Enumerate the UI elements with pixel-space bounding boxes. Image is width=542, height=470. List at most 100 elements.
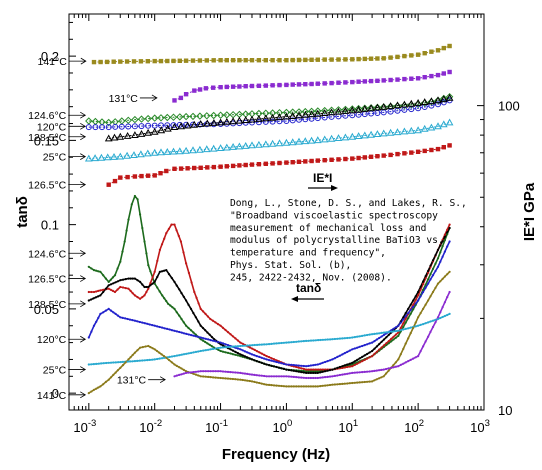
citation-line: modulus of polycrystalline BaTiO3 vs.	[230, 235, 444, 246]
modulus-point-128-5c	[288, 112, 297, 119]
modulus-point-131c	[381, 78, 386, 83]
modulus-point-141c	[429, 49, 434, 54]
tand-point-128-5c	[407, 307, 410, 310]
modulus-point-25c	[434, 122, 442, 130]
tand-point-25c	[314, 339, 317, 342]
modulus-point-141c	[124, 59, 130, 64]
tand-point-25c	[424, 322, 427, 325]
modulus-label-141c: 141°C	[38, 56, 68, 68]
tand-point-141c	[295, 385, 298, 388]
tand-point-131c	[173, 375, 176, 378]
tand-point-141c	[434, 286, 437, 289]
modulus-point-128-5c	[313, 109, 322, 117]
modulus-point-128-5c	[222, 117, 231, 125]
tand-point-25c	[109, 361, 113, 364]
modulus-point-25c	[189, 146, 197, 154]
tand-point-126-5c	[256, 350, 259, 353]
modulus-point-131c	[343, 80, 348, 85]
tand-point-141c	[160, 353, 163, 356]
tand-point-141c	[448, 270, 451, 273]
tand-point-120c	[312, 364, 315, 367]
tand-point-141c	[422, 307, 425, 310]
tand-point-124-6c	[402, 325, 405, 329]
tand-point-120c	[272, 360, 276, 363]
tand-point-131c	[265, 375, 268, 378]
tand-point-141c	[114, 371, 117, 374]
tand-point-128-5c	[275, 365, 278, 369]
tand-point-126-5c	[260, 352, 263, 355]
tand-point-131c	[185, 371, 188, 374]
tand-point-128-5c	[156, 275, 159, 278]
tand-point-128-5c	[253, 359, 256, 362]
tand-point-128-5c	[116, 280, 119, 283]
tand-point-128-5c	[153, 280, 156, 283]
tand-point-128-5c	[356, 358, 359, 361]
tand-point-120c	[170, 329, 174, 332]
modulus-label-128-5c-arrowhead	[80, 133, 87, 141]
modulus-line-124-6c	[88, 96, 450, 124]
tand-point-25c	[163, 356, 166, 359]
tand-point-131c	[268, 375, 271, 378]
tand-point-120c	[341, 353, 344, 356]
tand-point-124-6c	[141, 226, 144, 230]
tand-point-120c	[243, 350, 247, 353]
modulus-point-141c	[290, 57, 295, 63]
tand-point-131c	[351, 371, 354, 374]
tand-point-120c	[221, 342, 225, 345]
tand-point-126-5c	[136, 296, 139, 299]
modulus-point-128-5c	[420, 98, 429, 105]
tand-point-126-5c	[187, 271, 190, 274]
tand-point-25c	[326, 338, 329, 341]
tand-point-126-5c	[111, 289, 114, 292]
modulus-point-124-6c	[137, 115, 146, 123]
modulus-point-124-6c	[295, 108, 303, 116]
modulus-point-141c	[343, 57, 348, 62]
modulus-point-25c	[348, 132, 357, 140]
tand-point-124-6c	[305, 370, 308, 373]
y-tick-label: 0.1	[41, 218, 59, 233]
modulus-point-141c	[336, 57, 341, 62]
tand-point-131c	[219, 370, 222, 373]
modulus-point-141c	[158, 58, 164, 64]
modulus-point-124-6c	[307, 107, 316, 116]
modulus-point-126-5c	[145, 173, 151, 178]
modulus-point-141c	[356, 56, 361, 62]
tand-point-131c	[314, 376, 317, 380]
modulus-point-131c	[263, 83, 268, 88]
tand-point-126-5c	[141, 296, 144, 299]
tand-point-141c	[290, 385, 293, 388]
tand-point-128-5c	[206, 331, 209, 334]
tand-point-131c	[338, 373, 341, 377]
tand-point-126-5c	[321, 368, 324, 371]
tand-point-131c	[282, 375, 285, 378]
tand-point-128-5c	[175, 284, 178, 287]
tand-point-141c	[305, 385, 308, 388]
tand-label-124-6c-arrowhead	[80, 249, 87, 257]
tand-point-120c	[441, 255, 444, 258]
tand-point-120c	[409, 308, 412, 311]
tand-point-131c	[324, 376, 327, 379]
modulus-point-126-5c	[350, 156, 355, 161]
tand-point-25c	[194, 350, 198, 353]
tand-point-25c	[280, 341, 283, 345]
tand-point-126-5c	[145, 290, 148, 294]
tand-point-141c	[255, 381, 258, 384]
tand-point-126-5c	[380, 346, 383, 349]
tand-point-126-5c	[179, 240, 182, 243]
tand-point-126-5c	[317, 368, 320, 371]
tand-point-141c	[300, 385, 303, 388]
tand-point-120c	[99, 312, 102, 315]
tand-point-141c	[199, 375, 202, 378]
tand-point-141c	[129, 356, 132, 359]
modulus-point-126-5c	[381, 153, 386, 158]
tand-point-141c	[431, 290, 435, 294]
tand-point-25c	[204, 349, 207, 352]
modulus-point-124-6c	[268, 109, 277, 117]
tand-point-120c	[194, 335, 198, 338]
tand-point-131c	[373, 369, 376, 372]
tand-point-141c	[275, 384, 278, 387]
tand-point-120c	[146, 322, 149, 325]
modulus-point-128-5c	[427, 97, 436, 105]
tand-point-128-5c	[210, 335, 213, 339]
tand-point-25c	[397, 329, 400, 332]
